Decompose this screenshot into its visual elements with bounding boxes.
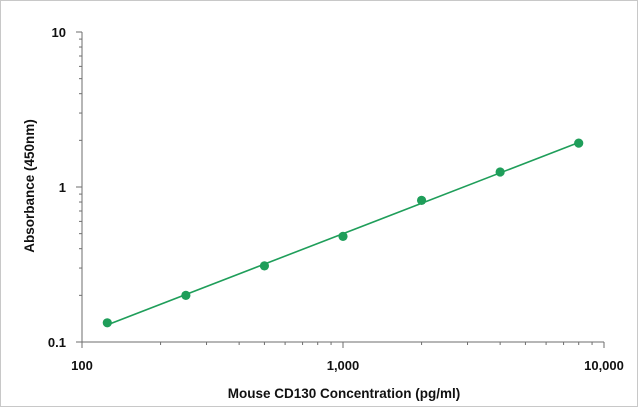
data-point: [338, 231, 348, 242]
y-tick-label: 0.1: [48, 335, 66, 350]
data-point: [259, 261, 270, 271]
y-tick-label: 10: [52, 25, 66, 40]
y-axis-title: Absorbance (450nm): [22, 119, 37, 253]
points-group: [102, 138, 584, 328]
x-axis-title: Mouse CD130 Concentration (pg/ml): [228, 386, 461, 401]
x-tick-label: 10,000: [584, 358, 624, 373]
ticks: 0.1 1 10 100 1,000 10,000: [48, 25, 624, 373]
axes: [81, 32, 604, 343]
data-point: [574, 138, 584, 148]
data-point: [181, 290, 191, 300]
x-tick-label: 1,000: [327, 358, 360, 373]
x-tick-label: 100: [71, 358, 93, 373]
data-point: [102, 318, 112, 328]
y-tick-label: 1: [59, 180, 66, 195]
data-point: [416, 195, 427, 205]
data-point: [495, 167, 505, 177]
